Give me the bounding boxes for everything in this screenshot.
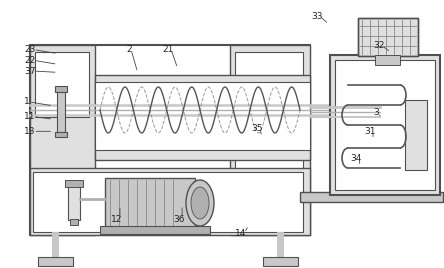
Bar (263, 257, 298, 266)
Bar (68, 185, 80, 220)
Text: 14: 14 (235, 229, 247, 238)
Text: 37: 37 (24, 66, 36, 76)
Bar (105, 178, 195, 228)
Text: 23: 23 (24, 45, 36, 54)
Bar (30, 45, 95, 235)
Bar (235, 52, 303, 177)
Bar (65, 180, 83, 187)
Text: 13: 13 (24, 127, 36, 136)
Bar (55, 132, 67, 137)
Bar (30, 45, 310, 235)
Ellipse shape (191, 187, 209, 219)
Text: 22: 22 (24, 56, 36, 65)
Text: 21: 21 (162, 45, 174, 54)
Bar (57, 90, 65, 132)
Bar (375, 55, 400, 65)
Bar (230, 45, 310, 235)
Text: 35: 35 (251, 124, 262, 133)
Text: 2: 2 (127, 45, 132, 54)
Text: 34: 34 (351, 154, 362, 163)
Bar (358, 18, 418, 56)
Text: 3: 3 (373, 108, 379, 117)
Text: 33: 33 (311, 12, 322, 21)
Bar (35, 52, 89, 117)
Text: 11: 11 (24, 112, 36, 121)
Text: 12: 12 (111, 215, 123, 224)
Bar (30, 168, 310, 235)
Text: 1: 1 (24, 97, 30, 106)
Bar (95, 75, 310, 160)
Bar (70, 219, 78, 225)
Bar (330, 55, 440, 195)
Bar (300, 192, 443, 202)
Text: 36: 36 (173, 215, 185, 224)
Bar (95, 82, 310, 150)
Bar (405, 100, 427, 170)
Text: 31: 31 (364, 127, 376, 136)
Bar (33, 172, 303, 232)
Text: 32: 32 (373, 41, 385, 50)
Bar (358, 18, 418, 56)
Bar (335, 60, 435, 190)
Bar (55, 86, 67, 92)
Bar (100, 226, 210, 234)
Bar (38, 257, 73, 266)
Ellipse shape (186, 180, 214, 226)
